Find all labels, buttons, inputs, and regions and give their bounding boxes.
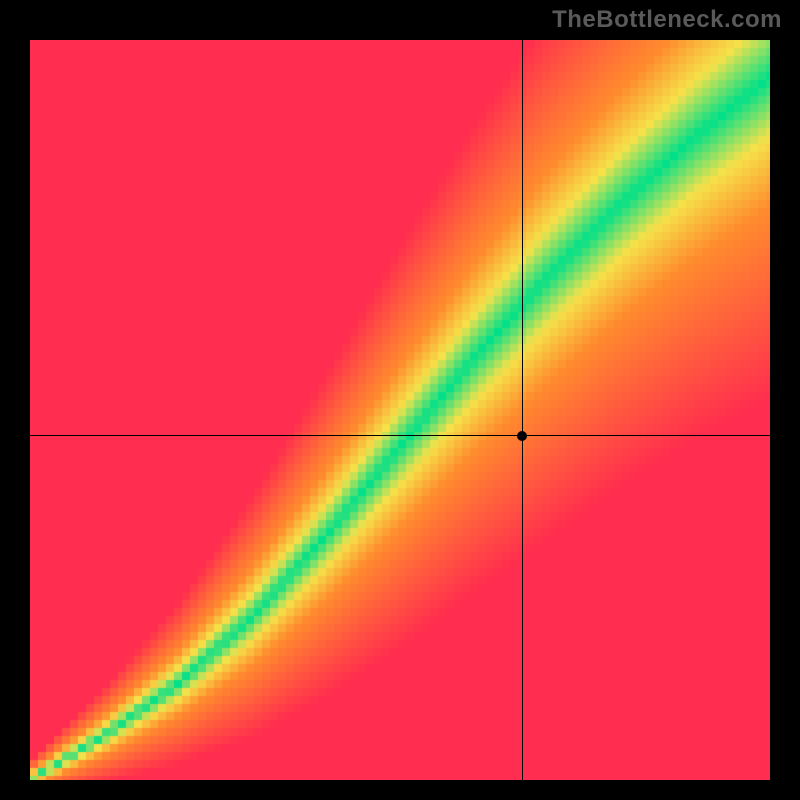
watermark-text: TheBottleneck.com: [552, 6, 782, 34]
crosshair-horizontal: [30, 435, 770, 436]
crosshair-vertical: [522, 40, 523, 780]
crosshair-marker: [517, 431, 527, 441]
heatmap-canvas: [30, 40, 770, 780]
chart-container: TheBottleneck.com: [0, 0, 800, 800]
